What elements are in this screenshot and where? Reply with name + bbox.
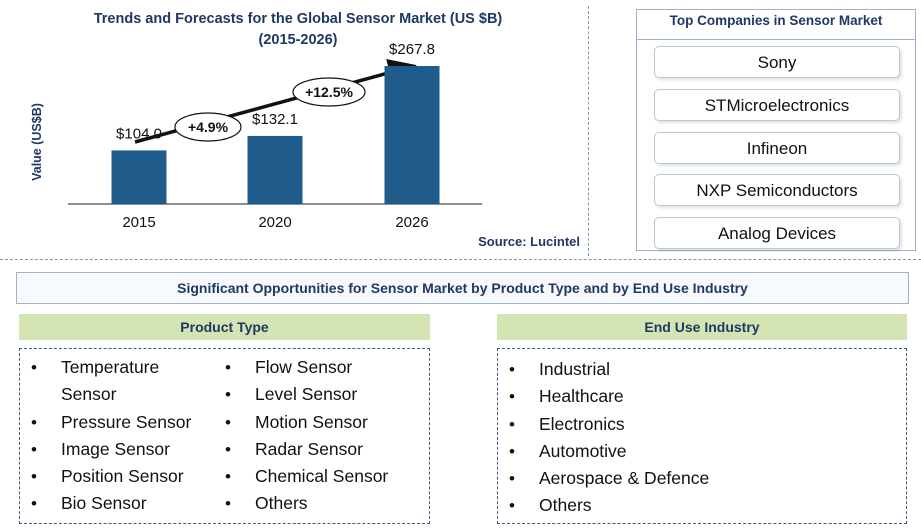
data-label-2015: $104.0 bbox=[116, 125, 162, 142]
end-use-box: Industrial Healthcare Electronics Automo… bbox=[497, 348, 907, 524]
company-item: Analog Devices bbox=[654, 217, 900, 249]
chart-source: Source: Lucintel bbox=[478, 234, 580, 249]
list-item: Image Sensor bbox=[31, 436, 216, 464]
list-item: Level Sensor bbox=[225, 381, 425, 409]
list-item: Temperature Sensor bbox=[31, 354, 216, 409]
list-item: Motion Sensor bbox=[225, 409, 425, 437]
list-item: Flow Sensor bbox=[225, 354, 425, 382]
x-tick-label-2020: 2020 bbox=[258, 214, 291, 231]
top-companies-header bbox=[637, 10, 915, 40]
bar-2015 bbox=[111, 150, 167, 204]
product-type-list-col2: Flow Sensor Level Sensor Motion Sensor R… bbox=[225, 354, 425, 518]
cagr-oval-2 bbox=[292, 77, 366, 107]
list-item: Others bbox=[225, 490, 425, 518]
list-item: Pressure Sensor bbox=[31, 409, 216, 437]
list-item: Others bbox=[509, 492, 889, 520]
sensor-market-chart: Value (US$B) $104.0 2015 $132.1 2020 $267.8 2… bbox=[30, 41, 482, 231]
data-label-2020: $132.1 bbox=[252, 111, 298, 128]
y-axis-label: Value (US$B) bbox=[30, 103, 44, 181]
end-use-header: End Use Industry bbox=[497, 314, 907, 340]
product-type-header: Product Type bbox=[19, 314, 430, 340]
list-item: Electronics bbox=[509, 411, 889, 439]
chart-title-main: Trends and Forecasts for the Global Sens… bbox=[93, 11, 503, 27]
list-item: Radar Sensor bbox=[225, 436, 425, 464]
list-item: Industrial bbox=[509, 356, 889, 384]
list-item: Bio Sensor bbox=[31, 490, 216, 518]
list-item: Aerospace & Defence bbox=[509, 465, 889, 493]
cagr-oval-1 bbox=[174, 112, 242, 142]
list-item: Position Sensor bbox=[31, 463, 216, 491]
top-companies-title: Top Companies in Sensor Market bbox=[669, 13, 883, 28]
cagr-label-2: +12.5% bbox=[305, 84, 353, 100]
list-item: Automotive bbox=[509, 438, 889, 466]
data-label-2026: $267.8 bbox=[389, 41, 435, 58]
horizontal-divider bbox=[0, 259, 921, 260]
chart-title: Trends and Forecasts for the Global Sens… bbox=[18, 9, 578, 51]
company-item: STMicroelectronics bbox=[654, 89, 900, 121]
company-item: NXP Semiconductors bbox=[654, 174, 900, 206]
cagr-label-1: +4.9% bbox=[188, 119, 229, 135]
x-tick-label-2015: 2015 bbox=[122, 214, 155, 231]
bar-2020 bbox=[247, 135, 303, 204]
product-type-box: Temperature Sensor Pressure Sensor Image… bbox=[19, 348, 430, 524]
end-use-list: Industrial Healthcare Electronics Automo… bbox=[509, 356, 889, 520]
chart-title-sub: (2015-2026) bbox=[258, 32, 338, 48]
bar-2026 bbox=[384, 66, 440, 204]
company-item: Infineon bbox=[654, 132, 900, 164]
vertical-divider bbox=[588, 6, 589, 256]
company-item: Sony bbox=[654, 46, 900, 78]
product-type-list-col1: Temperature Sensor Pressure Sensor Image… bbox=[31, 354, 216, 518]
list-item: Chemical Sensor bbox=[225, 463, 425, 491]
x-tick-label-2026: 2026 bbox=[395, 214, 428, 231]
top-companies-panel: Top Companies in Sensor Market Sony STMi… bbox=[636, 9, 916, 251]
list-item: Healthcare bbox=[509, 383, 889, 411]
opportunities-banner: Significant Opportunities for Sensor Mar… bbox=[16, 272, 909, 304]
